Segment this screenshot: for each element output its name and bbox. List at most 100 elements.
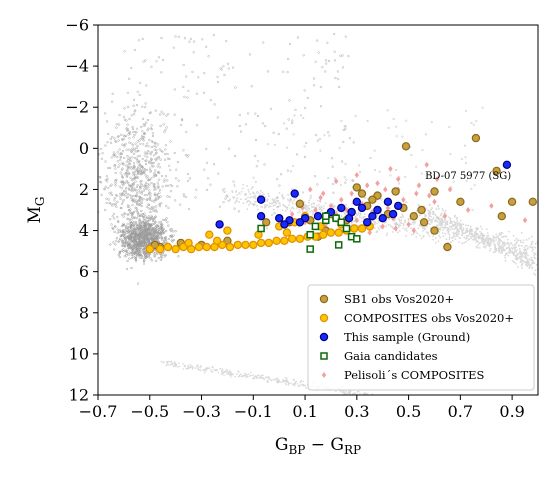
- background-point: [287, 198, 289, 201]
- background-point: [547, 270, 549, 272]
- background-point: [281, 209, 284, 212]
- background-point: [477, 240, 479, 243]
- background-point: [531, 241, 533, 243]
- background-point: [133, 239, 137, 242]
- background-point: [205, 368, 207, 370]
- background-point: [500, 231, 503, 234]
- background-point: [156, 181, 159, 184]
- background-point: [424, 133, 428, 136]
- background-point: [438, 231, 441, 233]
- legend-box: [307, 284, 535, 391]
- background-point: [143, 217, 146, 220]
- data-point: [313, 211, 323, 221]
- background-point: [482, 240, 484, 243]
- background-point: [369, 156, 372, 160]
- background-point: [164, 184, 168, 187]
- background-point: [541, 266, 543, 268]
- background-point: [434, 213, 437, 216]
- background-point: [305, 387, 307, 390]
- background-point: [131, 203, 134, 207]
- background-point: [364, 196, 367, 200]
- background-point: [129, 244, 132, 247]
- background-point: [132, 152, 136, 156]
- background-point: [124, 244, 127, 248]
- background-point: [135, 209, 138, 212]
- background-point: [138, 214, 141, 217]
- background-point: [291, 188, 293, 190]
- background-point: [222, 189, 224, 192]
- background-point: [349, 390, 352, 392]
- background-point: [130, 195, 133, 198]
- background-point: [130, 252, 133, 255]
- background-point: [531, 259, 533, 261]
- background-point: [397, 182, 400, 185]
- background-point: [334, 76, 337, 80]
- background-point: [222, 65, 225, 68]
- background-point: [548, 264, 550, 266]
- background-point: [167, 237, 170, 241]
- background-point: [461, 242, 464, 245]
- legend: SB1 obs Vos2020+COMPOSITES obs Vos2020+T…: [307, 284, 535, 391]
- background-point: [415, 236, 418, 238]
- background-point: [137, 234, 140, 237]
- background-point: [114, 225, 117, 228]
- background-point: [504, 254, 506, 257]
- background-point: [327, 59, 331, 63]
- background-point: [182, 368, 185, 370]
- background-point: [485, 245, 487, 247]
- background-point: [141, 240, 144, 243]
- background-point: [353, 220, 355, 223]
- background-point: [141, 130, 144, 133]
- background-point: [282, 70, 285, 73]
- background-point: [543, 266, 545, 268]
- background-point: [146, 155, 149, 159]
- background-point: [194, 367, 197, 369]
- background-point: [127, 181, 130, 185]
- background-point: [105, 201, 108, 205]
- background-point: [492, 251, 495, 254]
- background-point: [149, 177, 153, 180]
- background-point: [400, 222, 403, 225]
- background-point: [311, 213, 314, 216]
- background-point: [154, 228, 157, 231]
- background-point: [541, 268, 543, 270]
- background-point: [429, 223, 431, 226]
- background-point: [139, 125, 143, 129]
- background-point: [127, 133, 130, 136]
- background-point: [173, 364, 175, 367]
- background-point: [276, 200, 279, 203]
- background-point: [140, 222, 143, 225]
- background-point: [127, 253, 130, 256]
- background-point: [141, 117, 145, 120]
- background-point: [174, 177, 178, 180]
- background-point: [240, 191, 243, 193]
- background-point: [112, 241, 115, 244]
- background-point: [541, 252, 543, 254]
- background-point: [405, 227, 408, 230]
- data-point: [308, 186, 313, 193]
- background-point: [294, 108, 297, 111]
- background-point: [136, 161, 139, 164]
- background-point: [165, 126, 168, 129]
- background-point: [153, 237, 156, 241]
- background-point: [323, 134, 326, 137]
- background-point: [495, 248, 498, 251]
- y-tick-label: 10: [69, 344, 89, 363]
- background-point: [228, 370, 231, 372]
- background-point: [169, 228, 172, 231]
- background-point: [274, 378, 276, 381]
- background-point: [428, 212, 431, 215]
- background-point: [256, 114, 260, 118]
- background-point: [437, 225, 439, 227]
- background-point: [465, 173, 468, 176]
- background-point: [132, 162, 136, 165]
- background-point: [508, 244, 511, 247]
- background-point: [245, 198, 248, 200]
- background-point: [406, 229, 408, 232]
- background-point: [144, 162, 148, 166]
- background-point: [521, 244, 523, 247]
- background-point: [432, 210, 435, 213]
- background-point: [467, 239, 469, 242]
- background-point: [195, 92, 199, 95]
- background-point: [545, 269, 547, 271]
